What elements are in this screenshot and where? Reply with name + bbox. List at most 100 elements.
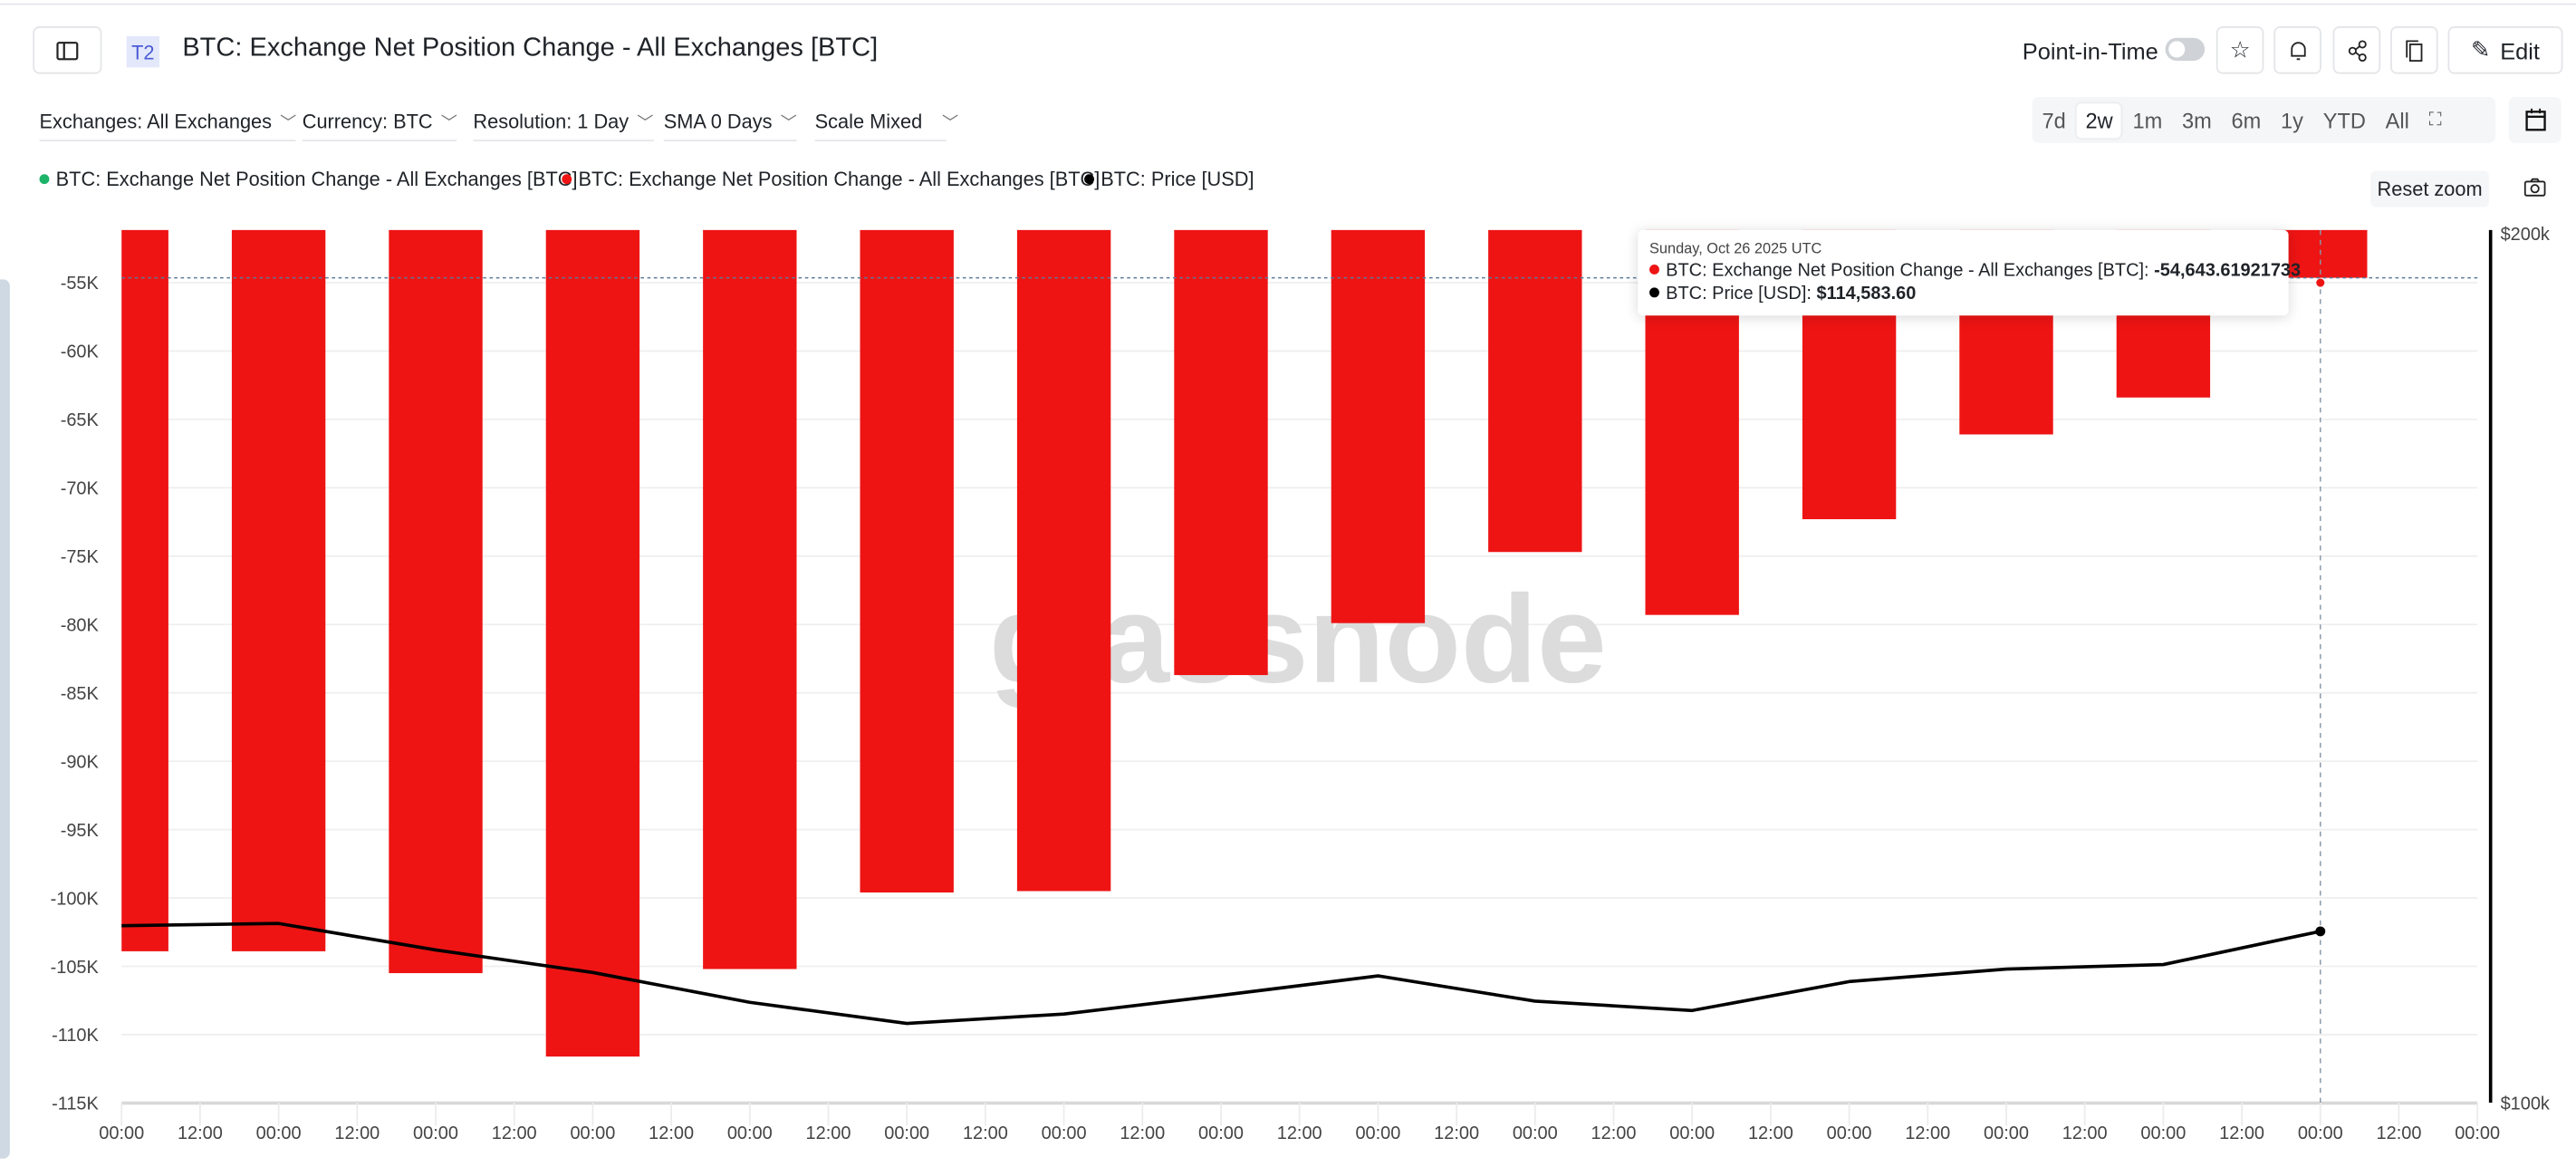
chevron-down-icon: ﹀ [941, 114, 959, 133]
x-tick-label: 00:00 [256, 1124, 302, 1143]
tooltip-value: $114,583.60 [1816, 284, 1917, 304]
x-tick-label: 12:00 [1905, 1124, 1950, 1143]
bar [703, 229, 797, 969]
x-tick-label: 12:00 [492, 1124, 537, 1143]
alert-button[interactable] [2273, 26, 2321, 74]
y-tick-label: -65K [61, 410, 100, 430]
tooltip-label: BTC: Exchange Net Position Change - All … [1666, 261, 2155, 282]
page-title: BTC: Exchange Net Position Change - All … [182, 34, 879, 63]
bar [121, 229, 168, 951]
sidebar-scroll-handle[interactable] [0, 279, 10, 1159]
x-tick-label: 00:00 [884, 1124, 929, 1143]
y-tick-label: -70K [61, 479, 100, 499]
y-tick-label: -90K [61, 752, 100, 772]
y-tick-label: -105K [51, 958, 100, 978]
range-1y[interactable]: 1y [2281, 107, 2303, 133]
range-ytd[interactable]: YTD [2322, 107, 2366, 133]
price-point [2315, 926, 2326, 937]
x-tick-label: 12:00 [2062, 1124, 2108, 1143]
chevron-down-icon: ﹀ [637, 114, 654, 133]
share-icon [2347, 39, 2366, 62]
x-tick-label: 12:00 [1277, 1124, 1322, 1143]
x-tick-label: 12:00 [1434, 1124, 1479, 1143]
x-tick-label: 00:00 [2455, 1124, 2500, 1143]
y-tick-label: -100K [51, 889, 100, 909]
filter-label: Exchanges: All Exchanges [39, 110, 273, 133]
scale-filter[interactable]: Scale Mixed ﹀ [814, 109, 958, 141]
x-tick-label: 00:00 [2298, 1124, 2343, 1143]
range-1m[interactable]: 1m [2132, 107, 2163, 133]
chevron-down-icon: ﹀ [280, 114, 297, 133]
filter-label: Resolution: 1 Day [473, 110, 630, 133]
screenshot-button[interactable] [2523, 176, 2546, 206]
y-tick-label: -110K [52, 1026, 99, 1046]
x-tick-label: 00:00 [1984, 1124, 2029, 1143]
copy-icon [2405, 39, 2422, 62]
zoom-select-icon[interactable]: ⛶ [2428, 109, 2442, 130]
favorite-button[interactable]: ☆ [2216, 26, 2264, 74]
filter-label: Scale Mixed [814, 110, 923, 133]
legend-dot [1084, 174, 1094, 185]
price-line [121, 921, 2321, 1026]
top-divider [0, 3, 2576, 5]
point-in-time-toggle[interactable] [2165, 37, 2206, 62]
camera-icon [2523, 178, 2546, 197]
toggle-sidebar-button[interactable] [33, 26, 102, 74]
exchanges-filter[interactable]: Exchanges: All Exchanges ﹀ [39, 109, 297, 141]
tooltip-date: Sunday, Oct 26 2025 UTC [1649, 239, 1822, 256]
bar [1331, 229, 1426, 623]
x-tick-label: 00:00 [1827, 1124, 1872, 1143]
x-tick-label: 12:00 [1120, 1124, 1165, 1143]
x-tick-label: 00:00 [2140, 1124, 2186, 1143]
filter-label: SMA 0 Days [663, 110, 773, 133]
share-button[interactable] [2332, 26, 2381, 74]
y-tick-label: -55K [61, 274, 100, 294]
range-all[interactable]: All [2385, 107, 2409, 133]
range-7d[interactable]: 7d [2042, 107, 2066, 133]
sma-filter[interactable]: SMA 0 Days ﹀ [663, 109, 797, 141]
legend-item-netflow-green[interactable]: BTC: Exchange Net Position Change - All … [39, 168, 578, 190]
range-2w[interactable]: 2w [2077, 102, 2121, 138]
x-tick-label: 12:00 [806, 1124, 851, 1143]
x-tick-label: 12:00 [178, 1124, 223, 1143]
currency-filter[interactable]: Currency: BTC ﹀ [302, 109, 457, 141]
legend-dot [39, 174, 50, 185]
pencil-icon: ✎ [2471, 35, 2491, 63]
legend-dot [562, 174, 572, 185]
legend-item-price[interactable]: BTC: Price [USD] [1084, 168, 1254, 190]
resolution-filter[interactable]: Resolution: 1 Day ﹀ [473, 109, 654, 141]
x-tick-label: 00:00 [1513, 1124, 1558, 1143]
filter-label: Currency: BTC [302, 110, 433, 133]
duplicate-button[interactable] [2390, 26, 2438, 74]
tier-badge: T2 [126, 35, 159, 68]
date-picker-button[interactable] [2508, 97, 2562, 143]
x-tick-label: 12:00 [963, 1124, 1008, 1143]
x-tick-label: 12:00 [2377, 1124, 2422, 1143]
reset-zoom-button[interactable]: Reset zoom [2370, 170, 2489, 207]
point-in-time-label: Point-in-Time [2022, 37, 2158, 64]
x-tick-label: 00:00 [570, 1124, 615, 1143]
tooltip-value: -54,643.61921733 [2154, 261, 2302, 282]
x-tick-label: 00:00 [1355, 1124, 1400, 1143]
bar [1488, 229, 1582, 553]
bar [1016, 229, 1111, 892]
right-axis-label: $100k [2501, 1094, 2550, 1114]
edit-button[interactable]: ✎ Edit [2447, 26, 2563, 74]
legend-label: BTC: Price [USD] [1101, 168, 1254, 191]
edit-label: Edit [2500, 36, 2540, 63]
y-tick-label: -95K [61, 821, 100, 841]
y-tick-label: -80K [61, 615, 100, 635]
tooltip-row-netflow: BTC: Exchange Net Position Change - All … [1649, 261, 2301, 282]
range-6m[interactable]: 6m [2231, 107, 2262, 133]
x-tick-label: 12:00 [1591, 1124, 1637, 1143]
range-3m[interactable]: 3m [2181, 107, 2212, 133]
x-tick-label: 12:00 [649, 1124, 694, 1143]
legend-item-netflow-red[interactable]: BTC: Exchange Net Position Change - All … [562, 168, 1100, 190]
bell-icon [2290, 41, 2305, 60]
bar [231, 229, 326, 951]
x-tick-label: 00:00 [727, 1124, 773, 1143]
x-tick-label: 12:00 [2219, 1124, 2264, 1143]
right-axis-label: $200k [2501, 225, 2550, 245]
